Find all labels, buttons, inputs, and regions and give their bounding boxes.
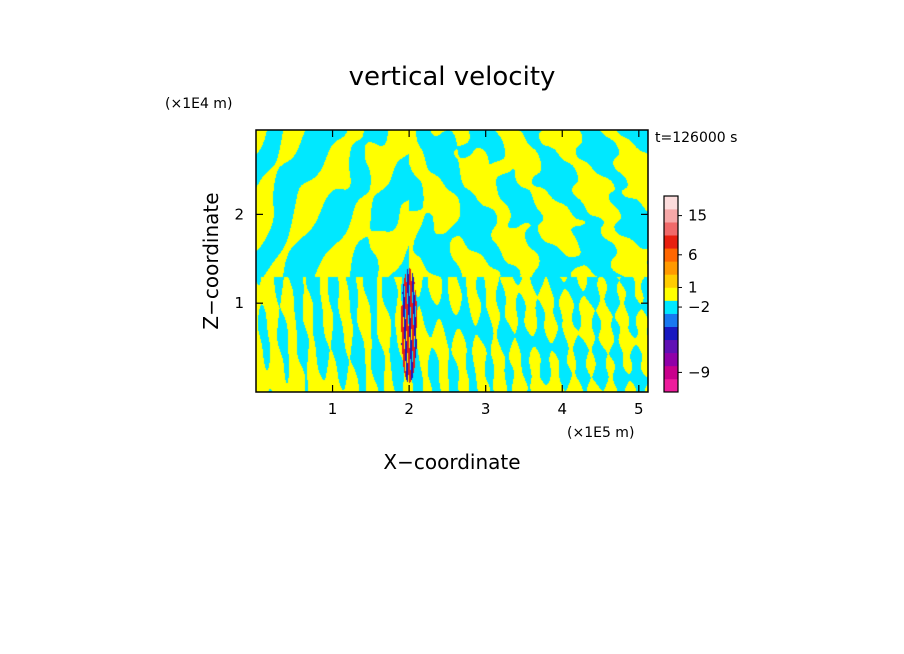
colorbar-frame [663, 195, 679, 393]
plot-frame [255, 129, 649, 393]
colorbar-swatch [664, 378, 678, 393]
velocity-field [256, 130, 648, 392]
colorbar-swatch [664, 313, 678, 327]
velocity-field-raster [256, 130, 648, 392]
colorbar-swatch [664, 326, 678, 341]
colorbar-swatch [664, 287, 678, 301]
colorbar-swatch [664, 274, 678, 288]
colorbar-swatch [664, 235, 678, 249]
colorbar-swatch [664, 365, 678, 380]
colorbar-swatch [664, 261, 678, 275]
colorbar-tick-label: −2 [688, 298, 710, 316]
colorbar-swatch [664, 222, 678, 236]
colorbar-tick-label: 1 [688, 278, 698, 296]
y-tick-label: 1 [234, 294, 244, 312]
x-axis-ticks: 1 2 3 4 5 [328, 130, 644, 418]
colorbar-swatch [664, 352, 678, 367]
y-axis-label: Z−coordinate [199, 192, 223, 329]
x-tick-label: 4 [557, 400, 567, 418]
colorbar-swatch [664, 339, 678, 354]
colorbar-swatch [664, 196, 678, 210]
y-tick-label: 2 [234, 205, 244, 223]
y-axis-ticks: 12 [234, 205, 648, 312]
colorbar-tick-label: 15 [688, 207, 707, 225]
colorbar-swatch [664, 300, 678, 314]
x-tick-label: 5 [634, 400, 644, 418]
colorbar-swatch [664, 209, 678, 223]
colorbar: −9 −2 1 6 15 [663, 195, 710, 393]
colorbar-tick-label: −9 [688, 363, 710, 381]
colorbar-tick-label: 6 [688, 246, 698, 264]
x-tick-label: 1 [328, 400, 338, 418]
y-axis-unit: (×1E4 m) [165, 96, 232, 112]
colorbar-swatch [664, 248, 678, 262]
x-tick-label: 3 [481, 400, 491, 418]
time-label: t=126000 s [655, 130, 737, 146]
x-tick-label: 2 [404, 400, 414, 418]
x-axis-label: X−coordinate [383, 450, 520, 474]
chart-title: vertical velocity [349, 62, 556, 92]
x-axis-unit: (×1E5 m) [567, 425, 634, 441]
